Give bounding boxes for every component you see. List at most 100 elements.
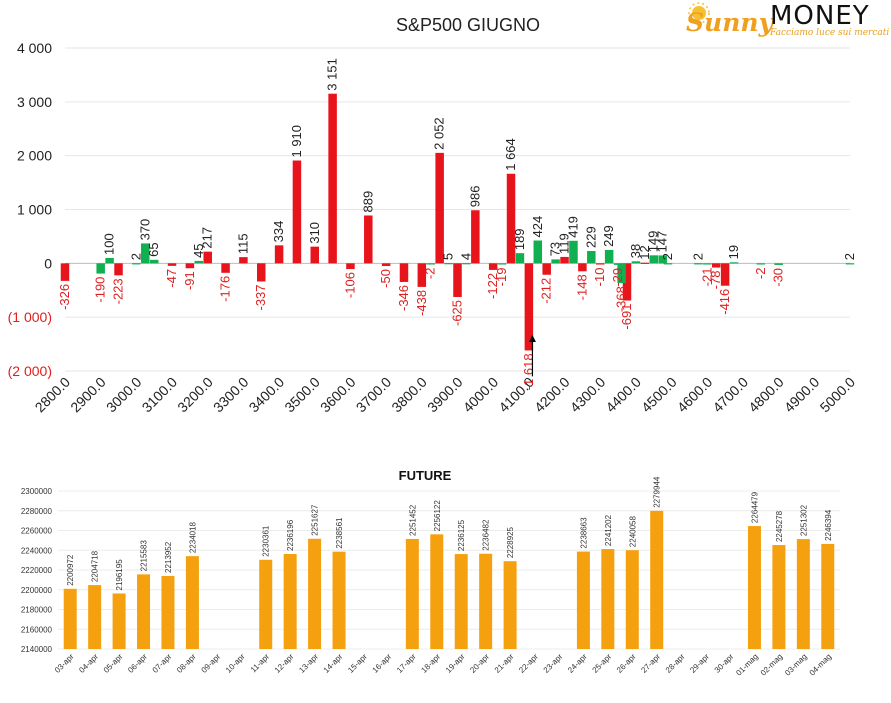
x-tick-label: 3400.0 <box>246 374 288 416</box>
data-label: -176 <box>218 276 233 302</box>
bar <box>462 263 471 265</box>
bar <box>435 152 444 264</box>
chart-title: S&P500 GIUGNO <box>396 15 540 35</box>
y-tick-label: 2180000 <box>21 606 53 615</box>
bar <box>105 257 114 264</box>
bar <box>310 246 320 264</box>
data-label: 310 <box>307 222 322 244</box>
data-label: 2230361 <box>262 525 271 557</box>
data-label: 2213952 <box>164 541 173 573</box>
x-tick-label: 2800.0 <box>32 374 74 416</box>
data-label: 5 <box>441 253 456 260</box>
bar <box>747 526 761 649</box>
data-label: -106 <box>342 272 357 298</box>
x-tick-label: 23-apr <box>542 652 565 675</box>
bar <box>141 243 150 264</box>
y-tick-label: 2220000 <box>21 566 53 575</box>
data-label: 2240058 <box>628 515 637 547</box>
data-label: -2 <box>753 268 768 280</box>
bar <box>720 263 730 286</box>
x-tick-label: 3700.0 <box>353 374 395 416</box>
bar <box>622 263 632 301</box>
data-label: -625 <box>450 300 465 326</box>
bar <box>239 257 248 264</box>
data-label: 2 <box>690 253 705 260</box>
bar <box>821 543 835 649</box>
y-tick-label: 0 <box>44 255 52 271</box>
data-label: 419 <box>565 216 580 238</box>
x-tick-label: 08-apr <box>175 652 198 675</box>
data-label: 189 <box>512 228 527 250</box>
x-tick-label: 03-apr <box>53 652 76 675</box>
data-label: 2236482 <box>482 519 491 551</box>
bar <box>194 260 204 264</box>
data-label: 424 <box>530 216 545 238</box>
data-label: 2228925 <box>506 526 515 558</box>
data-label: -691 <box>619 304 634 330</box>
x-tick-label: 5000.0 <box>817 374 859 416</box>
bar <box>454 554 468 649</box>
data-label: 3 151 <box>325 58 340 91</box>
bar <box>185 263 195 269</box>
bar <box>60 263 70 281</box>
bar <box>533 240 543 264</box>
bar <box>542 263 551 275</box>
bar <box>560 256 569 264</box>
x-tick-label: 2900.0 <box>67 374 109 416</box>
bar <box>203 251 212 264</box>
bar <box>161 575 175 649</box>
x-tick-label: 05-apr <box>102 652 125 675</box>
x-tick-label: 4200.0 <box>531 374 573 416</box>
future-chart: FUTURE 2300000 2280000 2260000 2240000 22200… <box>21 468 840 678</box>
bar <box>417 263 427 287</box>
sun-icon <box>688 2 710 24</box>
y-tick-label: 2260000 <box>21 527 53 536</box>
future-title: FUTURE <box>399 468 452 483</box>
x-tick-label: 4900.0 <box>781 374 823 416</box>
x-tick-label: 4500.0 <box>638 374 680 416</box>
data-label: -223 <box>111 278 126 304</box>
bar <box>845 263 855 265</box>
data-label: 2196195 <box>115 559 124 591</box>
y-tick-label: 2140000 <box>21 645 53 654</box>
x-tick-label: 4400.0 <box>602 374 644 416</box>
data-label: -148 <box>574 274 589 300</box>
x-tick-label: 4600.0 <box>674 374 716 416</box>
data-label: -21 <box>699 268 714 287</box>
grid-lines <box>65 47 850 372</box>
bar <box>364 215 373 264</box>
x-tick-label: 19-apr <box>444 652 467 675</box>
data-label: 2279944 <box>653 476 662 508</box>
x-tick-label: 4300.0 <box>567 374 609 416</box>
bar <box>488 263 498 270</box>
x-tick-label: 24-apr <box>566 652 589 675</box>
data-label: 12 <box>637 245 652 259</box>
data-label: 334 <box>271 221 286 243</box>
bar <box>149 259 159 264</box>
data-label: -19 <box>494 268 509 287</box>
bar <box>604 249 614 264</box>
bar <box>729 262 739 264</box>
data-label: -212 <box>539 278 554 304</box>
y-axis-ticks: 4 000 3 000 2 000 1 000 0 (1 000) (2 000) <box>8 40 53 379</box>
bar <box>96 263 105 274</box>
x-tick-label: 30-apr <box>713 652 736 675</box>
bar <box>308 538 322 649</box>
bar <box>471 210 480 264</box>
y-tick-label: 2300000 <box>21 487 53 496</box>
data-label: 2251627 <box>311 504 320 536</box>
bar <box>658 255 667 264</box>
data-label: 370 <box>137 219 152 241</box>
x-tick-label: 09-apr <box>200 652 223 675</box>
data-label: 2 <box>128 253 143 260</box>
x-tick-label: 3200.0 <box>174 374 216 416</box>
y-tick-label: 2200000 <box>21 586 53 595</box>
bar <box>479 553 493 649</box>
data-label: 19 <box>726 245 741 259</box>
data-label: -190 <box>93 277 108 303</box>
bar <box>631 261 641 264</box>
data-label: 1 664 <box>503 138 518 171</box>
bars <box>63 510 835 649</box>
x-tick-label: 3500.0 <box>281 374 323 416</box>
data-label: 2204718 <box>91 550 100 582</box>
